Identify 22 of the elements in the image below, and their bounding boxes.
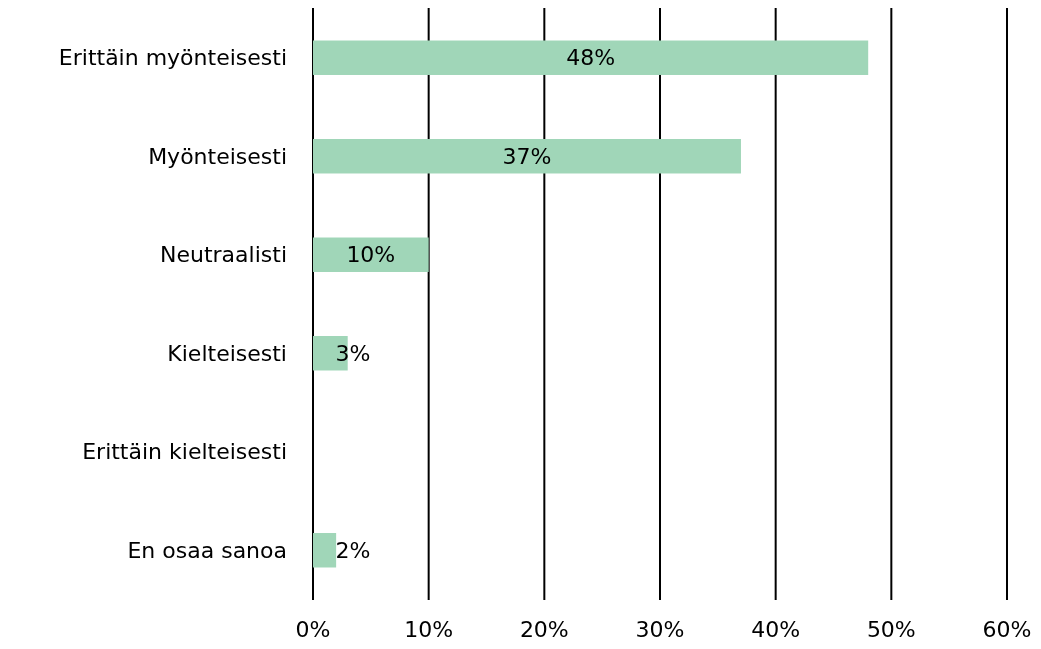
y-tick-label: Myönteisesti: [148, 143, 287, 169]
bar: [313, 533, 337, 568]
x-tick-label: 10%: [404, 617, 454, 642]
bar: [313, 139, 741, 174]
y-tick-label: Erittäin myönteisesti: [58, 45, 287, 71]
data-label: 48%: [566, 45, 616, 71]
data-label: 37%: [502, 143, 552, 169]
data-label: 3%: [335, 340, 371, 366]
y-tick-label: Neutraalisti: [160, 242, 287, 268]
y-tick-label: En osaa sanoa: [127, 537, 287, 563]
y-tick-label: Kielteisesti: [167, 340, 287, 366]
x-tick-label: 30%: [635, 617, 685, 642]
x-tick-label: 20%: [519, 617, 569, 642]
data-label: 10%: [346, 242, 396, 268]
bar: [313, 40, 869, 75]
x-tick-label: 60%: [982, 617, 1032, 642]
x-tick-label: 50%: [866, 617, 916, 642]
bar: [313, 237, 429, 272]
data-label: 2%: [335, 537, 371, 563]
x-tick-label: 40%: [751, 617, 801, 642]
y-tick-label: Erittäin kielteisesti: [82, 439, 287, 465]
x-tick-label: 0%: [295, 617, 331, 642]
